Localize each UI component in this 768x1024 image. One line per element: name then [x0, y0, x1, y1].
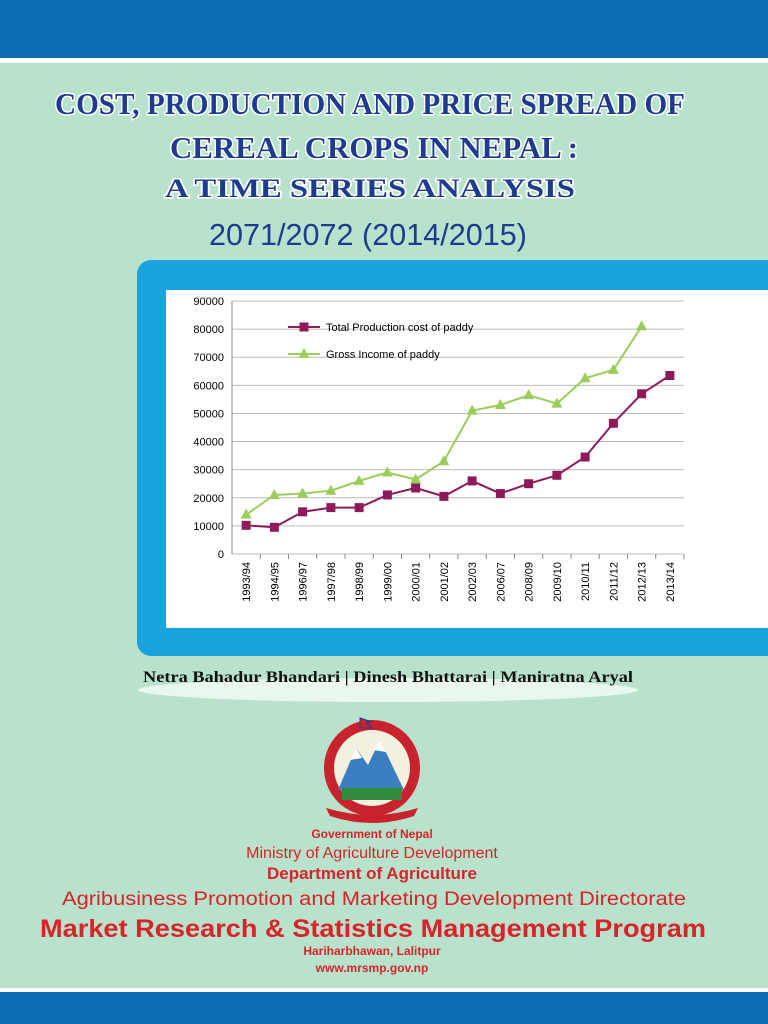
top-rule — [0, 58, 768, 63]
marker — [552, 470, 562, 480]
marker — [299, 322, 309, 332]
x-tick-label: 2008/09 — [524, 562, 536, 602]
x-tick-label: 2009/10 — [552, 562, 564, 602]
marker — [607, 363, 619, 374]
marker — [411, 483, 421, 493]
y-tick-label: 30000 — [193, 465, 224, 477]
bottom-rule — [0, 988, 768, 992]
series-line — [246, 374, 671, 529]
x-tick-label: 1997/98 — [326, 562, 338, 602]
ministry: Ministry of Agriculture Development — [246, 845, 498, 862]
x-tick-label: 1999/00 — [382, 562, 394, 602]
y-tick-label: 10000 — [193, 521, 224, 533]
x-tick-label: 2012/13 — [637, 562, 649, 602]
title: CEREAL CROPS IN NEPAL : — [170, 130, 578, 165]
title: COST, PRODUCTION AND PRICE SPREAD OF — [55, 86, 685, 121]
marker — [551, 397, 563, 408]
x-tick-label: 2001/02 — [439, 562, 451, 602]
marker — [297, 487, 309, 498]
directorate: Agribusiness Promotion and Marketing Dev… — [62, 889, 686, 910]
marker — [438, 455, 450, 466]
marker — [494, 399, 506, 410]
subtitle: A TIME SERIES ANALYSIS — [165, 174, 575, 203]
marker — [665, 370, 675, 380]
marker — [326, 503, 336, 513]
x-tick-label: 1998/99 — [354, 562, 366, 602]
marker — [636, 320, 648, 331]
y-tick-label: 90000 — [193, 296, 224, 308]
x-tick-label: 2000/01 — [411, 562, 423, 602]
authors: Netra Bahadur Bhandari | Dinesh Bhattara… — [143, 669, 634, 686]
legend-label: Gross Income of paddy — [326, 349, 440, 361]
marker — [467, 476, 477, 486]
chart: 0 10000 20000 30000 40000 50000 60000 70000 8000… — [193, 296, 685, 602]
years: 2071/2072 (2014/2015) — [209, 217, 527, 252]
government: Government of Nepal — [311, 827, 432, 841]
x-tick-label: 1993/94 — [241, 562, 253, 602]
x-tick-label: 1994/95 — [269, 562, 281, 602]
marker — [240, 508, 252, 519]
marker — [325, 484, 337, 495]
y-tick-label: 50000 — [193, 408, 224, 420]
marker — [269, 522, 279, 532]
x-tick-label: 2002/03 — [467, 562, 479, 602]
marker — [580, 452, 590, 462]
marker — [241, 520, 251, 530]
marker — [298, 348, 310, 358]
marker — [523, 389, 535, 400]
y-tick-label: 0 — [218, 549, 224, 561]
y-tick-label: 20000 — [193, 493, 224, 505]
marker — [439, 491, 449, 501]
y-tick-label: 80000 — [193, 324, 224, 336]
marker — [524, 479, 534, 489]
y-tick-label: 60000 — [193, 380, 224, 392]
website: www.mrsmp.gov.np — [315, 961, 429, 975]
y-tick-label: 40000 — [193, 437, 224, 449]
marker — [268, 488, 280, 499]
marker — [637, 389, 647, 399]
marker — [381, 466, 393, 477]
marker — [410, 473, 422, 484]
marker — [353, 474, 365, 485]
chart-panel — [166, 290, 768, 628]
marker — [466, 404, 478, 415]
bottom-band — [0, 992, 768, 1024]
marker — [298, 507, 308, 517]
marker — [354, 503, 364, 513]
x-tick-label: 2011/12 — [608, 562, 620, 601]
x-tick-label: 1996/97 — [298, 562, 310, 602]
y-tick-label: 70000 — [193, 352, 224, 364]
x-tick-label: 2013/14 — [665, 562, 677, 602]
address: Hariharbhawan, Lalitpur — [303, 944, 441, 958]
program: Market Research & Statistics Management … — [40, 915, 706, 943]
x-tick-label: 2010/11 — [580, 562, 592, 601]
marker — [608, 418, 618, 428]
top-band — [0, 0, 768, 58]
marker — [382, 490, 392, 500]
marker — [579, 372, 591, 383]
department: Department of Agriculture — [267, 864, 477, 883]
legend-label: Total Production cost of paddy — [326, 322, 474, 334]
emblem — [324, 717, 420, 823]
x-tick-label: 2006/07 — [495, 562, 507, 602]
author-glow — [138, 678, 638, 702]
marker — [495, 489, 505, 499]
